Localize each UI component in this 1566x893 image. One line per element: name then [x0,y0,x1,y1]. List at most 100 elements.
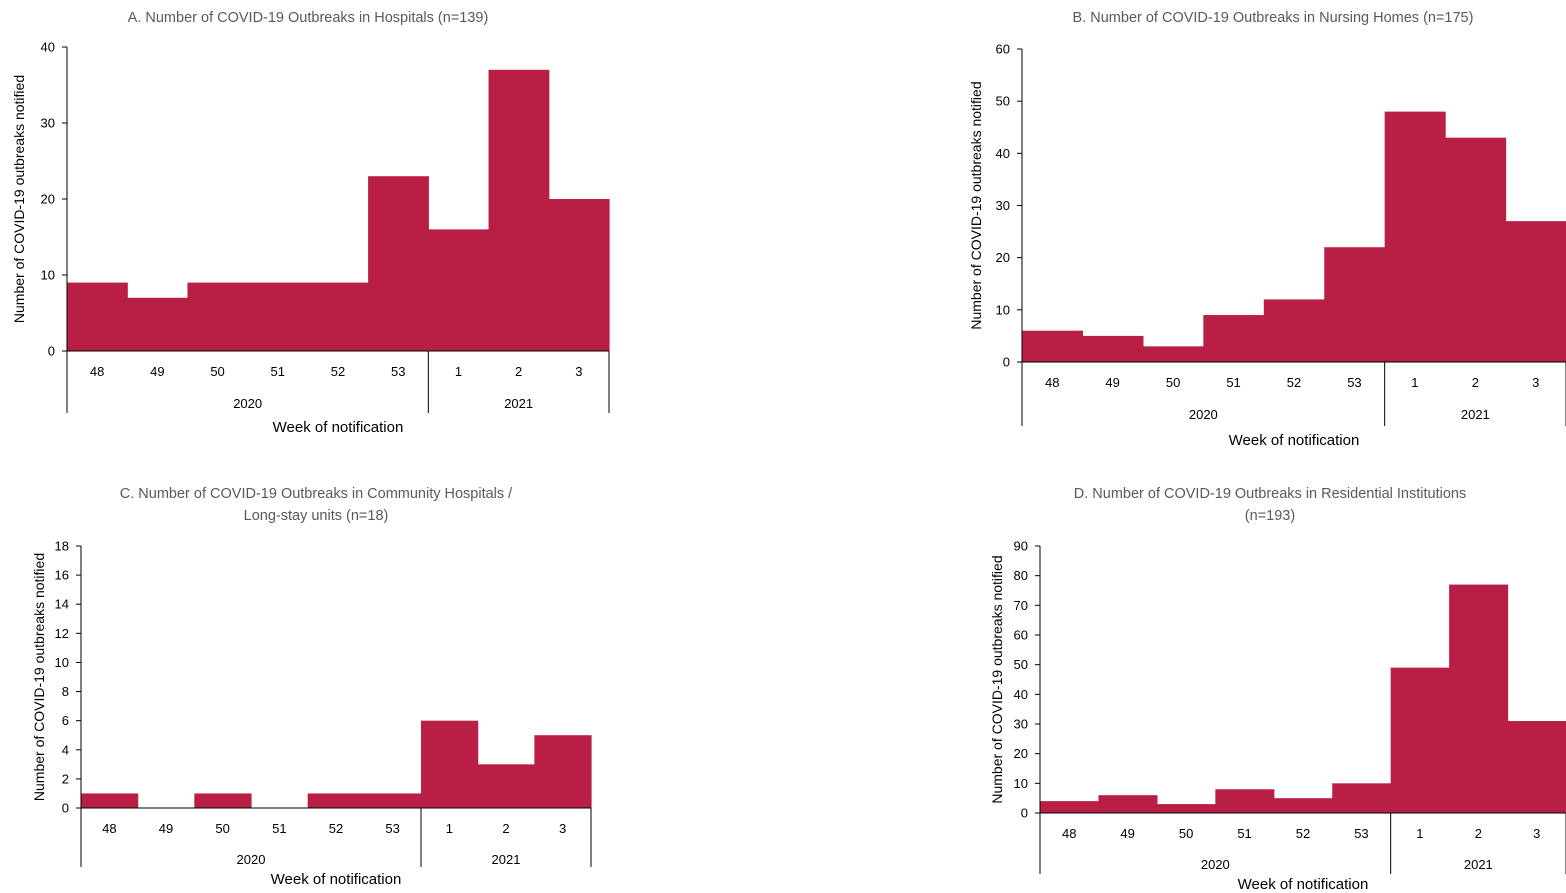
chart-b-title: B. Number of COVID-19 Outbreaks in Nursi… [1073,10,1474,26]
chart-b-bar-52 [1263,299,1325,362]
chart-d-group-label-2020: 2020 [1201,857,1230,872]
chart-a-group-label-2021: 2021 [504,396,533,411]
chart-d-bar-53 [1332,783,1392,813]
chart-c-x-tick-label: 1 [446,821,453,836]
chart-c-y-tick-label: 10 [55,655,69,670]
chart-c-bar-52 [307,793,365,808]
chart-c-bar-50 [194,793,252,808]
chart-a-hospitals: A. Number of COVID-19 Outbreaks in Hospi… [11,10,610,436]
chart-b-y-tick-label: 0 [1003,355,1010,370]
chart-a-y-tick-label: 20 [41,192,55,207]
chart-a-x-tick-label: 3 [575,364,582,379]
chart-b-x-tick-label: 48 [1045,375,1059,390]
chart-b-group-label-2020: 2020 [1189,407,1218,422]
chart-c-y-axis-label: Number of COVID-19 outbreaks notified [31,553,47,801]
chart-b-x-tick-label: 49 [1105,375,1119,390]
chart-d-bar-48 [1040,801,1100,813]
chart-d-y-tick-label: 90 [1014,539,1028,554]
chart-a-x-tick-label: 1 [455,364,462,379]
chart-b-bar-48 [1022,330,1084,362]
chart-c-x-tick-label: 53 [385,821,399,836]
chart-c-y-tick-label: 4 [62,742,69,757]
chart-a-bar-52 [307,282,369,351]
chart-d-residential-institutions: D. Number of COVID-19 Outbreaks in Resid… [989,486,1566,893]
chart-c-bar-53 [364,793,422,808]
chart-c-bar-2 [477,764,535,808]
chart-b-y-tick-label: 40 [996,146,1010,161]
chart-c-bar-48 [81,793,139,808]
chart-b-bar-1 [1384,111,1446,362]
chart-b-y-tick-label: 20 [996,250,1010,265]
chart-a-bar-48 [67,282,128,351]
chart-a-title: A. Number of COVID-19 Outbreaks in Hospi… [128,10,489,26]
chart-b-nursing-homes: B. Number of COVID-19 Outbreaks in Nursi… [968,10,1566,449]
chart-b-bar-51 [1203,315,1265,362]
chart-c-x-tick-label: 52 [329,821,343,836]
chart-a-bar-51 [247,282,309,351]
chart-b-bar-2 [1445,137,1507,362]
chart-a-y-tick-label: 0 [48,344,55,359]
chart-b-y-axis-label: Number of COVID-19 outbreaks notified [968,81,984,329]
chart-a-x-tick-label: 49 [150,364,164,379]
chart-c-title-line: Long-stay units (n=18) [244,508,389,524]
chart-c-bar-3 [534,735,592,808]
chart-c-x-tick-label: 49 [159,821,173,836]
chart-c-y-tick-label: 16 [55,568,69,583]
chart-a-x-tick-label: 53 [391,364,405,379]
chart-d-bar-49 [1098,795,1158,813]
chart-d-bar-3 [1507,721,1566,813]
chart-b-x-tick-label: 50 [1166,375,1180,390]
chart-d-y-tick-label: 70 [1014,598,1028,613]
chart-c-y-tick-label: 18 [55,539,69,554]
chart-a-y-tick-label: 40 [41,40,55,55]
chart-c-title-line: C. Number of COVID-19 Outbreaks in Commu… [120,486,513,502]
chart-a-title-line: A. Number of COVID-19 Outbreaks in Hospi… [128,10,489,26]
chart-d-x-tick-label: 2 [1475,826,1482,841]
chart-c-y-tick-label: 14 [55,597,69,612]
chart-d-y-tick-label: 10 [1014,776,1028,791]
chart-a-y-tick-label: 10 [41,268,55,283]
chart-c-group-label-2021: 2021 [492,852,521,867]
chart-d-y-tick-label: 30 [1014,717,1028,732]
chart-a-y-tick-label: 30 [41,116,55,131]
chart-b-group-label-2021: 2021 [1461,407,1490,422]
chart-d-y-axis-label: Number of COVID-19 outbreaks notified [989,555,1005,803]
chart-c-x-tick-label: 48 [102,821,116,836]
chart-b-title-line: B. Number of COVID-19 Outbreaks in Nursi… [1073,10,1474,26]
chart-b-x-tick-label: 2 [1472,375,1479,390]
chart-a-bar-1 [428,229,490,351]
chart-b-x-tick-label: 3 [1532,375,1539,390]
chart-c-y-tick-label: 12 [55,626,69,641]
chart-c-x-tick-label: 3 [559,821,566,836]
chart-a-x-tick-label: 2 [515,364,522,379]
chart-d-y-tick-label: 50 [1014,657,1028,672]
chart-d-x-axis-label: Week of notification [1238,876,1369,893]
chart-b-y-tick-label: 10 [996,302,1010,317]
chart-a-x-tick-label: 48 [90,364,104,379]
chart-a-x-axis-label: Week of notification [273,419,404,436]
chart-c-y-tick-label: 6 [62,713,69,728]
chart-d-bar-50 [1156,804,1216,813]
chart-d-y-tick-label: 80 [1014,568,1028,583]
chart-d-x-tick-label: 49 [1120,826,1134,841]
chart-a-x-tick-label: 50 [210,364,224,379]
chart-b-y-tick-label: 30 [996,198,1010,213]
chart-d-y-tick-label: 40 [1014,687,1028,702]
chart-a-bar-50 [187,282,249,351]
chart-d-title-line: (n=193) [1245,508,1295,524]
chart-c-bar-1 [421,720,479,808]
chart-c-x-tick-label: 2 [502,821,509,836]
chart-d-y-tick-label: 0 [1021,806,1028,821]
chart-d-y-tick-label: 20 [1014,746,1028,761]
chart-c-community-hospitals: C. Number of COVID-19 Outbreaks in Commu… [31,486,592,888]
chart-d-bar-2 [1449,584,1509,813]
chart-b-bar-49 [1082,335,1144,362]
chart-c-group-label-2020: 2020 [237,852,266,867]
chart-c-title: C. Number of COVID-19 Outbreaks in Commu… [120,486,513,524]
chart-b-bar-3 [1505,221,1566,362]
chart-b-x-tick-label: 1 [1411,375,1418,390]
chart-b-bar-50 [1142,346,1204,362]
chart-c-y-tick-label: 2 [62,771,69,786]
chart-d-title: D. Number of COVID-19 Outbreaks in Resid… [1074,486,1466,524]
chart-a-bar-53 [368,176,429,351]
